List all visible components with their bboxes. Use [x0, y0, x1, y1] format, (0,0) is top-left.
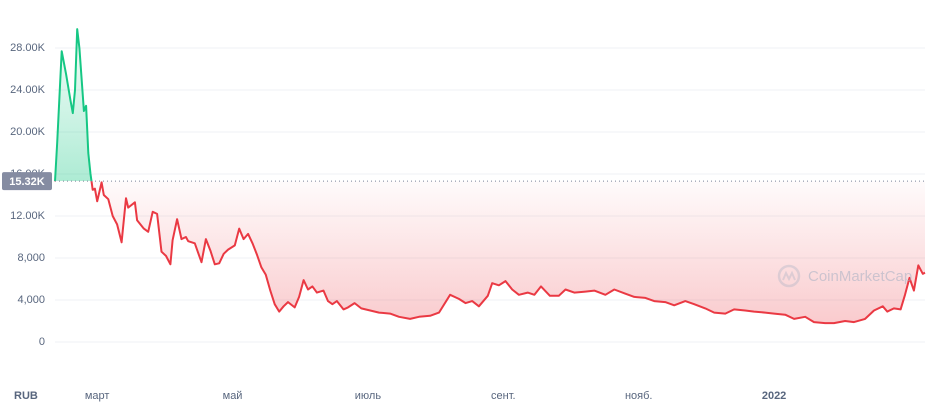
y-tick-label: 12.00K — [10, 210, 46, 222]
x-tick-label: сент. — [491, 390, 516, 402]
watermark: CoinMarketCap — [808, 268, 912, 285]
price-line — [54, 28, 926, 325]
reference-badge — [2, 172, 52, 191]
marks — [54, 28, 926, 325]
x-tick-label: май — [223, 390, 243, 402]
x-tick-label: июль — [355, 390, 382, 402]
currency-label: RUB — [14, 390, 38, 402]
y-tick-label: 28.00K — [10, 42, 46, 54]
labels: 04,0008,00012.00K16.00K20.00K24.00K28.00… — [2, 42, 786, 402]
price-area — [55, 29, 925, 324]
y-tick-label: 8,000 — [17, 252, 45, 264]
watermark-logo — [777, 264, 801, 288]
y-tick-label: 20.00K — [10, 126, 46, 138]
x-tick-label: 2022 — [762, 390, 786, 402]
y-tick-label: 24.00K — [10, 84, 46, 96]
x-tick-label: март — [85, 390, 110, 402]
y-tick-label: 4,000 — [17, 294, 45, 306]
x-tick-label: нояб. — [625, 390, 653, 402]
y-tick-label: 0 — [39, 336, 45, 348]
reference-label: 15.32K — [9, 176, 45, 188]
